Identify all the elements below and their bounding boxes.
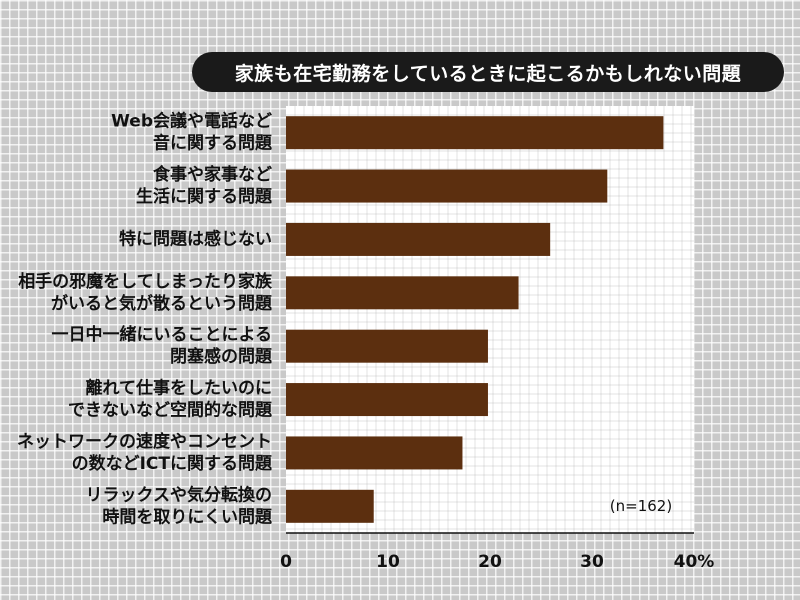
x-tick-label: 20 — [478, 552, 502, 572]
sample-size-annotation: (n=162) — [610, 497, 672, 515]
category-label: 閉塞感の問題 — [170, 346, 273, 367]
category-label: 一日中一緒にいることによる — [52, 324, 273, 345]
category-label: 特に問題は感じない — [119, 228, 272, 249]
category-label: 食事や家事など — [153, 164, 272, 185]
category-label: ネットワークの速度やコンセント — [17, 431, 272, 452]
bar — [286, 489, 374, 523]
category-label: 時間を取りにくい問題 — [102, 506, 273, 527]
category-label: リラックスや気分転換の — [86, 484, 273, 505]
bar — [286, 116, 664, 150]
category-label: できないなど空間的な問題 — [68, 400, 273, 421]
category-label: Web会議や電話など — [111, 111, 272, 132]
chart-title-banner: 家族も在宅勤務をしているときに起こるかもしれない問題 — [192, 52, 784, 92]
bar — [286, 169, 608, 203]
category-label: 音に関する問題 — [153, 133, 273, 154]
bar — [286, 222, 551, 256]
category-label: 相手の邪魔をしてしまったり家族 — [18, 271, 273, 292]
x-tick-label: 40% — [674, 552, 715, 572]
bar — [286, 383, 488, 417]
category-label: がいると気が散るという問題 — [51, 293, 273, 314]
chart-title: 家族も在宅勤務をしているときに起こるかもしれない問題 — [234, 62, 742, 85]
x-tick-label: 10 — [376, 552, 400, 572]
category-label: 生活に関する問題 — [136, 186, 273, 207]
x-tick-label: 0 — [280, 552, 292, 572]
bar — [286, 436, 463, 470]
category-label: 離れて仕事をしたいのに — [86, 378, 273, 399]
x-tick-label: 30 — [580, 552, 604, 572]
bar — [286, 276, 519, 310]
bar — [286, 329, 488, 363]
category-label: の数などICTに関する問題 — [72, 453, 273, 474]
